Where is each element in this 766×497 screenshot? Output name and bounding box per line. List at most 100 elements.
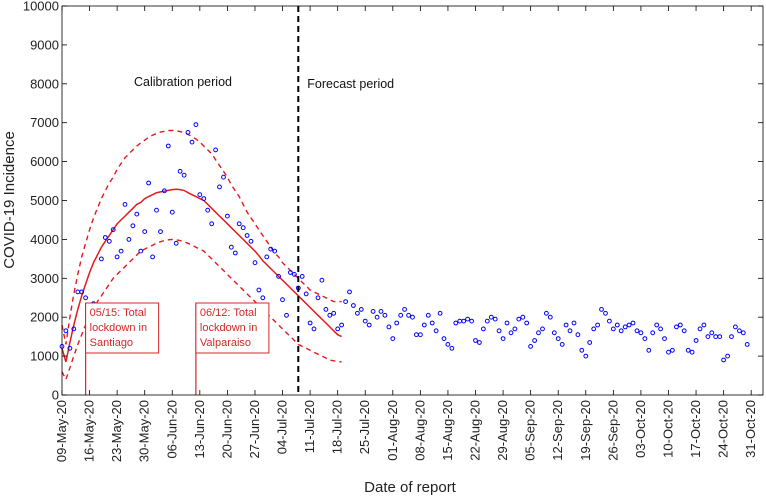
observed-point (280, 297, 285, 303)
y-tick-label: 9000 (30, 37, 59, 52)
observed-point (603, 310, 608, 316)
forecast-period-label: Forecast period (307, 77, 394, 91)
observed-point (658, 326, 663, 332)
observed-point (642, 336, 648, 342)
observed-point (610, 326, 616, 332)
observed-point (618, 328, 624, 334)
observed-point (614, 322, 620, 328)
y-axis-ticks: 0 1000 2000 3000 4000 5000 6000 7000 8000 9000 100… (23, 0, 763, 403)
observed-point (181, 172, 187, 178)
lockdown-annotation-text: lockdown in (200, 322, 257, 334)
observed-point (622, 324, 628, 330)
observed-point (481, 326, 486, 332)
x-tick-label: 19-Sep-20 (578, 400, 593, 461)
x-tick-label: 15-Aug-20 (440, 400, 455, 461)
x-tick-label: 08-Aug-20 (412, 400, 427, 461)
lockdown-annotation-text: 05/15: Total (90, 307, 147, 319)
observed-point (110, 227, 116, 233)
observed-point (484, 318, 490, 324)
observed-point (445, 342, 451, 347)
observed-point (67, 345, 73, 351)
observed-point (685, 347, 691, 353)
observed-point (634, 328, 640, 334)
observed-point (516, 316, 522, 322)
observed-point (705, 334, 711, 340)
observed-point (670, 347, 675, 353)
observed-point (551, 330, 557, 336)
observed-point (185, 130, 191, 135)
observed-point (154, 207, 159, 213)
calibration-period-label: Calibration period (134, 75, 232, 89)
observed-point (599, 307, 604, 312)
observed-point (240, 225, 246, 231)
x-tick-label: 12-Sep-20 (550, 400, 565, 461)
confidence-bands (61, 129, 342, 382)
observed-point (536, 330, 541, 336)
x-tick-label: 04-Jul-20 (275, 400, 290, 454)
observed-point (410, 314, 415, 320)
observed-point (433, 328, 439, 334)
y-tick-label: 8000 (30, 76, 59, 91)
observed-point (492, 316, 498, 322)
observed-point (126, 237, 132, 242)
observed-point (142, 229, 148, 235)
observed-point (394, 320, 400, 326)
observed-point (477, 340, 482, 345)
observed-point (646, 347, 652, 353)
observed-point (366, 322, 372, 328)
observed-point (701, 322, 707, 328)
observed-point (347, 289, 352, 295)
observed-point (158, 229, 163, 235)
observed-point (496, 328, 502, 334)
observed-point (425, 312, 431, 318)
observed-point (473, 338, 478, 343)
observed-point (370, 309, 376, 314)
observed-point (311, 326, 317, 332)
observed-point (284, 312, 289, 318)
observed-point (244, 233, 250, 238)
observed-point (358, 307, 364, 312)
observed-point (469, 318, 475, 324)
observed-point (225, 213, 230, 219)
observed-point (693, 338, 699, 343)
observed-point (248, 238, 254, 244)
observed-point (418, 332, 423, 338)
observed-point (114, 254, 120, 260)
x-tick-label: 05-Sep-20 (523, 400, 538, 461)
x-tick-label: 23-May-20 (109, 400, 124, 462)
observed-point (319, 277, 325, 283)
observed-point (177, 168, 183, 174)
x-axis-ticks: 09-May-20 16-May-20 23-May-20 30-May-20 06-J… (54, 6, 758, 462)
lockdown-annotation-text: lockdown in (90, 322, 147, 334)
observed-point (638, 330, 644, 336)
observed-point (236, 221, 242, 227)
observed-point (402, 307, 408, 312)
observed-point (217, 184, 222, 190)
observed-point (106, 238, 112, 244)
observed-point (197, 192, 203, 198)
observed-point (343, 299, 349, 305)
observed-point (398, 312, 404, 318)
observed-point (681, 328, 687, 334)
x-tick-label: 31-Oct-20 (743, 400, 758, 458)
observed-point (102, 235, 108, 240)
x-tick-label: 06-Jun-20 (164, 400, 179, 459)
observed-point (555, 336, 561, 342)
observed-point (315, 295, 321, 301)
observed-point (189, 139, 195, 145)
observed-point (173, 240, 179, 246)
observed-point (744, 342, 750, 347)
x-tick-label: 11-Jul-20 (302, 400, 317, 453)
observed-point (508, 330, 514, 336)
observed-point (150, 254, 156, 260)
observed-point (449, 345, 455, 351)
observed-point (559, 342, 565, 347)
y-tick-label: 1000 (30, 349, 59, 364)
observed-point (429, 320, 435, 326)
observed-point (441, 336, 447, 342)
observed-point (532, 338, 537, 343)
observed-point (193, 122, 199, 127)
observed-point (288, 270, 293, 275)
observed-point (71, 326, 77, 332)
